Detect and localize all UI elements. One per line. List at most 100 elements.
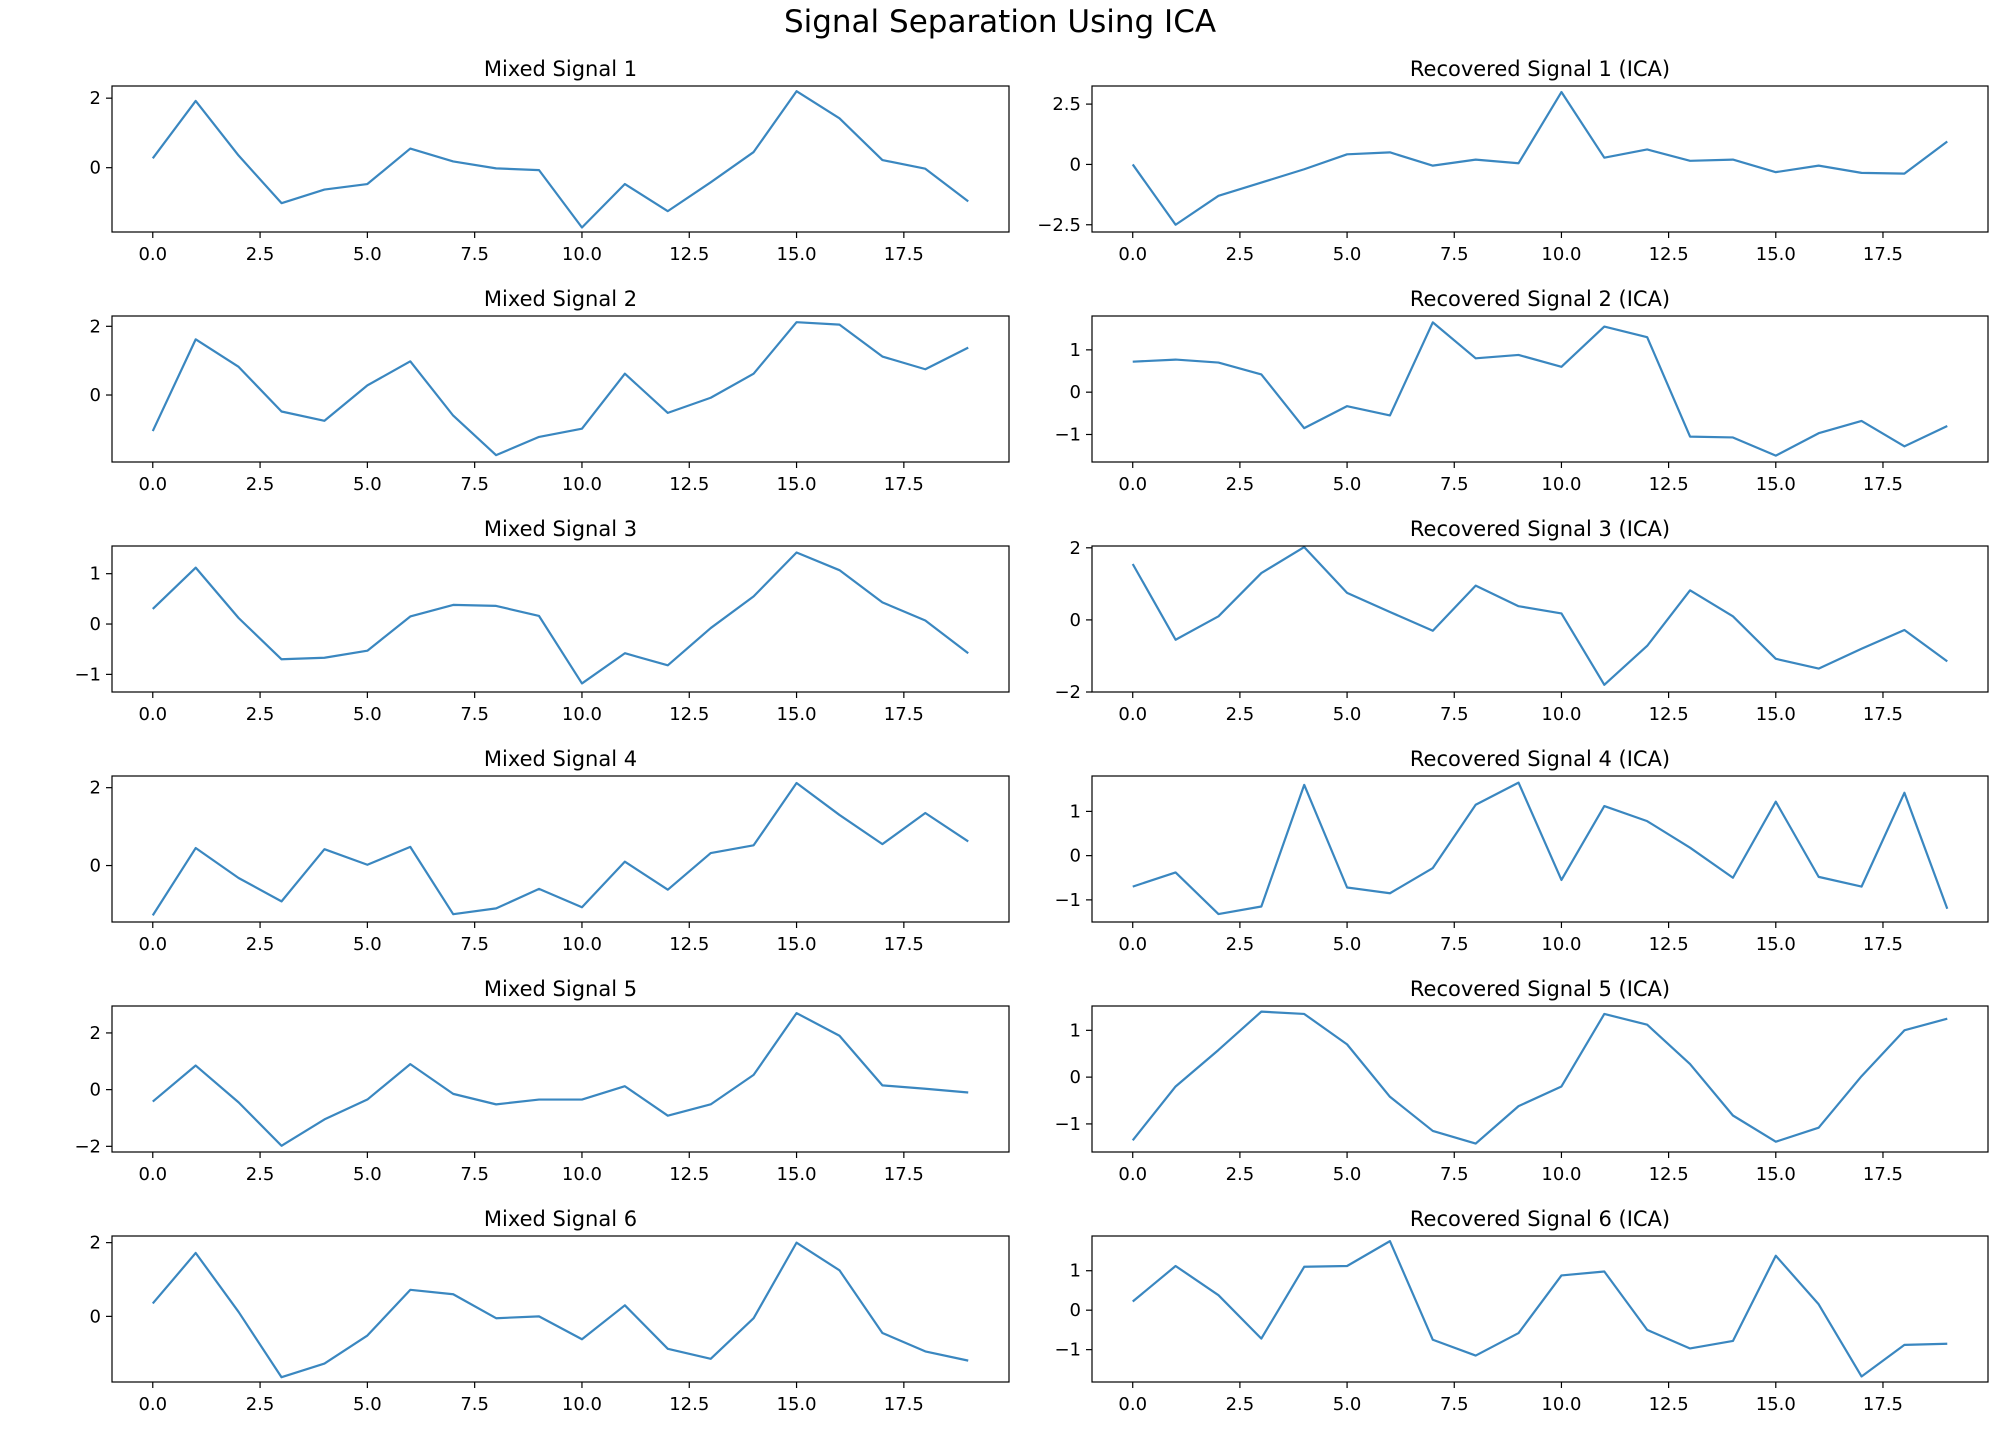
series-line <box>1132 1240 1948 1378</box>
x-tick-label: 15.0 <box>1756 474 1796 495</box>
x-tick-label: 2.5 <box>1226 1164 1255 1185</box>
subplot-3: Mixed Signal 2 0.0 2.5 5.0 7.5 10.0 12.5 15.0 17… <box>90 287 1010 495</box>
axes-frame <box>1091 1235 1989 1383</box>
axes-frame <box>1091 775 1989 923</box>
y-tick-label: 1 <box>1070 340 1081 361</box>
subplot-2: Recovered Signal 1 (ICA) 0.0 2.5 5.0 7.5 10.0… <box>1037 57 1989 265</box>
x-tick-label: 7.5 <box>1440 244 1469 265</box>
y-tick-label: 0 <box>90 158 101 179</box>
subplot-title: Recovered Signal 5 (ICA) <box>1410 977 1670 1001</box>
x-tick-label: 2.5 <box>246 1394 275 1415</box>
x-tick-label: 7.5 <box>460 1394 489 1415</box>
subplot-1: Mixed Signal 1 0.0 2.5 5.0 7.5 10.0 12.5 15.0 17… <box>90 57 1010 265</box>
x-tick-label: 15.0 <box>1756 244 1796 265</box>
x-tick-label: 10.0 <box>1541 1394 1581 1415</box>
x-tick-label: 17.5 <box>1863 934 1903 955</box>
x-tick-label: 12.5 <box>669 1164 709 1185</box>
x-tick-label: 0.0 <box>138 934 167 955</box>
x-tick-label: 7.5 <box>460 934 489 955</box>
y-tick-label: 0 <box>1070 154 1081 175</box>
x-tick-label: 12.5 <box>669 244 709 265</box>
y-tick-label: 2 <box>90 1023 101 1044</box>
x-tick-label: 7.5 <box>460 704 489 725</box>
x-tick-label: 10.0 <box>562 1394 602 1415</box>
x-tick-label: 5.0 <box>353 704 382 725</box>
series-line <box>1132 781 1949 916</box>
x-tick-label: 5.0 <box>1333 1164 1362 1185</box>
y-tick-label: 0 <box>90 385 101 406</box>
x-tick-label: 2.5 <box>1226 704 1255 725</box>
x-tick-label: 0.0 <box>1118 934 1147 955</box>
y-tick-label: −1 <box>1054 1114 1081 1135</box>
x-tick-label: 12.5 <box>669 704 709 725</box>
y-tick-label: 0 <box>1070 610 1081 631</box>
x-tick-label: 10.0 <box>562 474 602 495</box>
y-tick-label: 2 <box>90 316 101 337</box>
y-tick-label: 0 <box>1070 846 1081 867</box>
figure-title: Signal Separation Using ICA <box>783 4 1217 40</box>
x-tick-label: 2.5 <box>246 934 275 955</box>
subplot-9: Mixed Signal 5 0.0 2.5 5.0 7.5 10.0 12.5 15.0 17… <box>74 977 1010 1185</box>
subplot-title: Mixed Signal 6 <box>484 1207 637 1231</box>
axes-frame <box>1091 85 1989 233</box>
x-tick-label: 10.0 <box>562 1164 602 1185</box>
x-tick-label: 0.0 <box>138 244 167 265</box>
x-tick-label: 10.0 <box>1541 244 1581 265</box>
y-tick-label: 0 <box>90 1080 101 1101</box>
x-tick-label: 2.5 <box>1226 474 1255 495</box>
axes-frame <box>1091 545 1989 693</box>
series-line <box>1131 1010 1948 1145</box>
y-tick-label: 2 <box>90 778 101 799</box>
x-tick-label: 0.0 <box>138 1394 167 1415</box>
x-tick-label: 10.0 <box>1541 704 1581 725</box>
x-tick-label: 17.5 <box>884 934 924 955</box>
x-tick-label: 0.0 <box>1118 244 1147 265</box>
x-tick-label: 5.0 <box>1333 244 1362 265</box>
series-line <box>151 781 969 916</box>
y-tick-label: 0 <box>90 1306 101 1327</box>
axes-frame <box>111 545 1010 693</box>
x-tick-label: 10.0 <box>1541 474 1581 495</box>
subplot-title: Recovered Signal 3 (ICA) <box>1410 517 1670 541</box>
axes-frame <box>111 1235 1010 1383</box>
x-tick-label: 7.5 <box>1440 1164 1469 1185</box>
y-tick-label: 1 <box>90 564 101 585</box>
x-tick-label: 17.5 <box>884 1394 924 1415</box>
x-tick-label: 2.5 <box>246 704 275 725</box>
series-line <box>151 321 969 457</box>
x-tick-label: 12.5 <box>1649 704 1689 725</box>
series-line <box>1132 321 1948 457</box>
x-tick-label: 12.5 <box>669 934 709 955</box>
series-line <box>151 1241 969 1379</box>
x-tick-label: 15.0 <box>777 474 817 495</box>
x-tick-label: 0.0 <box>138 704 167 725</box>
subplot-7: Mixed Signal 4 0.0 2.5 5.0 7.5 10.0 12.5 15.0 17… <box>90 747 1010 955</box>
x-tick-label: 5.0 <box>1333 704 1362 725</box>
subplot-title: Recovered Signal 1 (ICA) <box>1410 57 1670 81</box>
x-tick-label: 12.5 <box>669 474 709 495</box>
axes-frame <box>1091 1005 1989 1153</box>
x-tick-label: 10.0 <box>562 704 602 725</box>
x-tick-label: 5.0 <box>1333 474 1362 495</box>
x-tick-label: 7.5 <box>460 474 489 495</box>
x-tick-label: 0.0 <box>1118 704 1147 725</box>
y-tick-label: 2 <box>90 88 101 109</box>
series-line <box>152 551 969 685</box>
y-tick-label: 1 <box>1070 801 1081 822</box>
x-tick-label: 15.0 <box>777 1164 817 1185</box>
axes-frame <box>111 315 1010 463</box>
series-line <box>152 1011 969 1147</box>
subplot-6: Recovered Signal 3 (ICA) 0.0 2.5 5.0 7.5 10.0… <box>1054 517 1989 725</box>
x-tick-label: 15.0 <box>777 704 817 725</box>
subplot-12: Recovered Signal 6 (ICA) 0.0 2.5 5.0 7.5 10.0… <box>1054 1207 1989 1415</box>
subplot-title: Recovered Signal 2 (ICA) <box>1410 287 1670 311</box>
x-tick-label: 10.0 <box>562 244 602 265</box>
y-tick-label: 2 <box>90 1233 101 1254</box>
x-tick-label: 15.0 <box>1756 704 1796 725</box>
series-line <box>1131 90 1948 226</box>
x-tick-label: 15.0 <box>1756 934 1796 955</box>
series-line <box>151 90 969 229</box>
x-tick-label: 15.0 <box>1756 1164 1796 1185</box>
